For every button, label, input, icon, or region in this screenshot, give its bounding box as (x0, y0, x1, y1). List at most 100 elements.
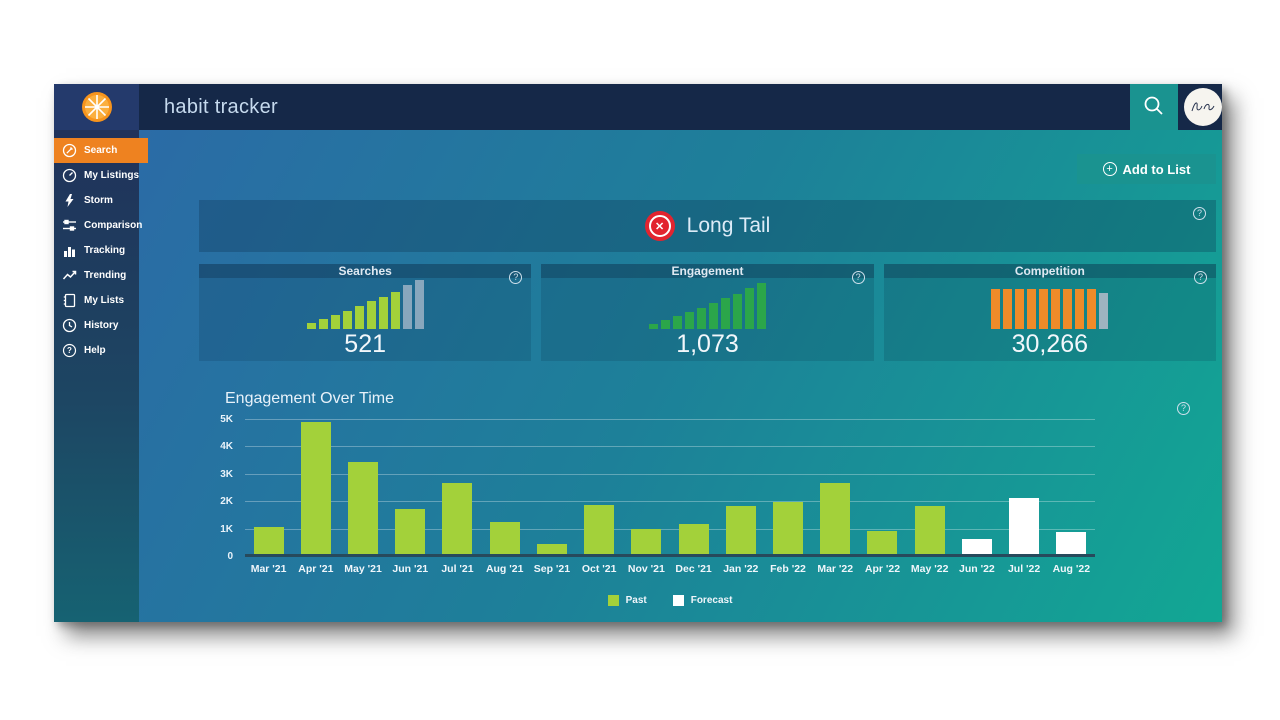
stat-card-body: 521 (199, 278, 532, 361)
sidebar-item-search[interactable]: Search (54, 138, 148, 163)
sidebar-item-help[interactable]: ? Help (54, 338, 139, 363)
bar-chart-icon (62, 243, 77, 258)
legend-label: Past (625, 595, 647, 606)
bar-column (670, 420, 717, 554)
legend-item-past[interactable]: Past (607, 595, 647, 606)
bar-jul22 (1009, 498, 1040, 554)
stat-card-header: Engagement? (541, 264, 874, 284)
legend-label: Forecast (690, 595, 733, 606)
x-tick-label: Dec '21 (675, 563, 712, 575)
banner-label: Long Tail (686, 214, 771, 237)
bar-column (717, 420, 764, 554)
help-icon[interactable]: ? (851, 271, 865, 284)
search-query-text[interactable]: habit tracker (164, 96, 278, 118)
sidebar-nav: Search My Listings Storm Comparison Tracking… (54, 130, 148, 622)
x-tick-label: Apr '21 (298, 563, 334, 575)
x-tick-label: May '22 (910, 563, 949, 575)
sidebar-item-tracking[interactable]: Tracking (54, 238, 139, 263)
help-icon[interactable]: ? (1193, 271, 1207, 284)
help-icon[interactable]: ? (509, 271, 523, 284)
trend-line-icon (62, 268, 77, 283)
bar-jun22 (961, 539, 992, 554)
notebook-icon (62, 293, 77, 308)
bar-column (528, 420, 575, 554)
help-icon[interactable]: ? (1177, 402, 1190, 415)
y-axis-labels: 0 1K 2K 3K 4K 5K (199, 414, 245, 562)
sliders-icon (62, 218, 77, 233)
sidebar-item-history[interactable]: History (54, 313, 139, 338)
legend-item-forecast[interactable]: Forecast (672, 595, 733, 606)
help-icon[interactable]: ? (1193, 207, 1206, 220)
mini-bar (696, 308, 706, 329)
bar-column (812, 420, 859, 554)
mini-bar (672, 316, 682, 329)
y-tick-label: 5K (220, 414, 233, 425)
bar-apr21 (300, 422, 331, 554)
brand-logo[interactable] (54, 84, 139, 130)
x-axis-labels: Mar '21 Apr '21 May '21 Jun '21 Jul '21 Aug '… (245, 563, 1095, 575)
sidebar-item-trending[interactable]: Trending (54, 263, 139, 288)
bar-column (434, 420, 481, 554)
mini-bar (1051, 289, 1061, 329)
bar-column (1001, 420, 1048, 554)
x-tick-label: Mar '21 (250, 563, 287, 575)
bar-column (292, 420, 339, 554)
gridline (245, 528, 1095, 530)
bar-sep21 (536, 544, 567, 554)
sidebar-item-label: My Listings (84, 170, 140, 181)
bar-jun21 (395, 509, 426, 554)
stat-value: 30,266 (1011, 330, 1089, 358)
bar-apr22 (867, 531, 898, 554)
app-header: habit tracker (54, 84, 1222, 130)
x-tick-label: Jun '22 (959, 563, 995, 575)
lightning-icon (62, 193, 77, 208)
mini-bar (1015, 289, 1025, 329)
x-tick-label: Sep '21 (533, 563, 571, 575)
stat-card-header: Competition? (883, 264, 1216, 284)
sidebar-item-my-lists[interactable]: My Lists (54, 288, 139, 313)
svg-text:?: ? (67, 346, 72, 355)
x-tick-label: Nov '21 (627, 563, 665, 575)
mini-bar (402, 285, 412, 329)
sidebar-item-my-listings[interactable]: My Listings (54, 163, 139, 188)
app-window: habit tracker Search My Listings Storm Comp… (54, 84, 1222, 622)
y-tick-label: 2K (220, 496, 233, 508)
mini-bar (756, 283, 766, 329)
x-tick-label: Oct '21 (581, 563, 617, 575)
mini-bar (1003, 289, 1013, 329)
sidebar-item-storm[interactable]: Storm (54, 188, 139, 213)
mini-bar (1075, 289, 1085, 329)
x-tick-label: Feb '22 (770, 563, 806, 575)
add-to-list-button[interactable]: + Add to List (1077, 154, 1216, 184)
mini-bar (732, 294, 742, 329)
bar-chart-plot (245, 419, 1095, 557)
engagement-chart-section: Engagement Over Time ? 0 1K 2K 3K 4K 5K Mar '… (199, 390, 1216, 606)
x-tick-label: Jul '21 (441, 563, 474, 575)
sidebar-item-label: Storm (84, 195, 113, 206)
gridline (245, 419, 1095, 420)
bar-aug22 (1056, 532, 1087, 554)
search-button[interactable] (1130, 84, 1178, 130)
x-tick-label: Jun '21 (392, 563, 429, 575)
mini-bar (720, 298, 730, 329)
mini-bar (1027, 289, 1037, 329)
x-tick-label: Aug '22 (1052, 563, 1091, 575)
bar-mar21 (253, 527, 284, 554)
bar-jul21 (442, 483, 473, 554)
add-to-list-label: Add to List (1122, 161, 1191, 177)
mini-bar (342, 311, 352, 329)
mini-bar (414, 280, 424, 329)
user-avatar[interactable] (1178, 84, 1222, 130)
mini-bar (366, 301, 376, 329)
y-tick-label: 1K (220, 523, 233, 535)
long-tail-banner: ✕ Long Tail ? (199, 200, 1216, 252)
sidebar-item-label: History (84, 320, 119, 331)
stat-card-title: Engagement (671, 264, 744, 278)
mini-bar (660, 320, 670, 329)
mini-bar (1039, 289, 1049, 329)
y-tick-label: 3K (220, 468, 233, 480)
sidebar-item-comparison[interactable]: Comparison (54, 213, 142, 238)
stat-value: 1,073 (676, 330, 739, 358)
stat-card-title: Searches (338, 264, 392, 278)
mini-bar (744, 288, 754, 329)
